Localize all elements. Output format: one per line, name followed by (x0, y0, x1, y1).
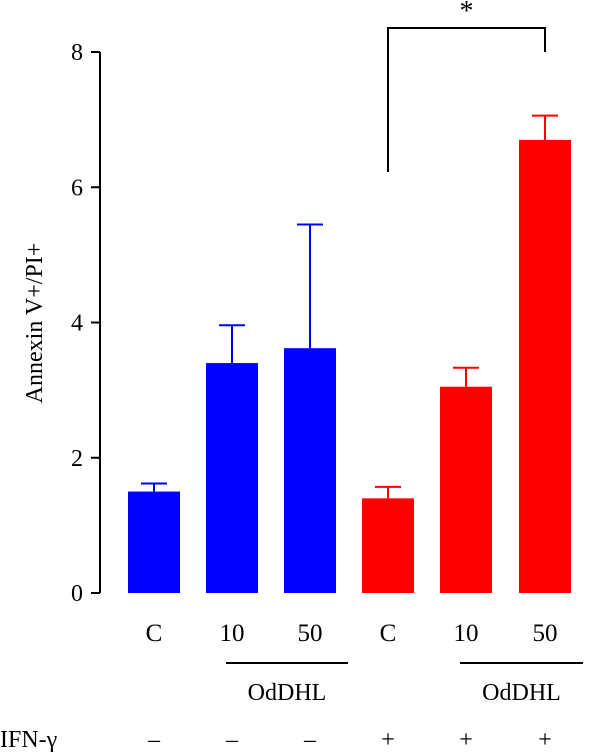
treatment-sign: – (225, 727, 239, 753)
category-label: 10 (454, 620, 479, 647)
category-label: 50 (298, 620, 323, 647)
treatment-sign: – (303, 727, 317, 753)
y-tick-label: 6 (71, 175, 83, 201)
y-axis: 0 2 4 6 8 (71, 40, 101, 607)
labels: C 10 50 C 10 50 OdDHL OdDHL IFN-γ – – – + + + * (0, 0, 583, 753)
bars (128, 114, 571, 593)
y-tick-label: 4 (71, 311, 83, 337)
bar (519, 139, 571, 593)
category-label: 10 (220, 620, 245, 647)
significance-label: * (460, 0, 474, 27)
bar (284, 348, 336, 593)
bar (206, 363, 258, 593)
y-tick-label: 2 (71, 446, 83, 472)
category-label: 50 (533, 620, 558, 647)
treatment-label: IFN-γ (0, 727, 58, 753)
treatment-sign: – (147, 727, 161, 753)
significance-bracket (387, 27, 546, 172)
treatment-sign: + (459, 727, 473, 753)
bar (362, 498, 414, 593)
y-axis-label: Annexin V+/PI+ (22, 243, 48, 404)
treatment-sign: + (538, 727, 552, 753)
group-label: OdDHL (248, 680, 327, 706)
category-label: C (146, 620, 163, 647)
category-label: C (380, 620, 397, 647)
y-tick-label: 0 (71, 581, 83, 607)
bar (128, 491, 180, 593)
bar (440, 386, 492, 593)
y-tick-label: 8 (71, 40, 83, 66)
treatment-sign: + (381, 727, 395, 753)
group-label: OdDHL (482, 680, 561, 706)
